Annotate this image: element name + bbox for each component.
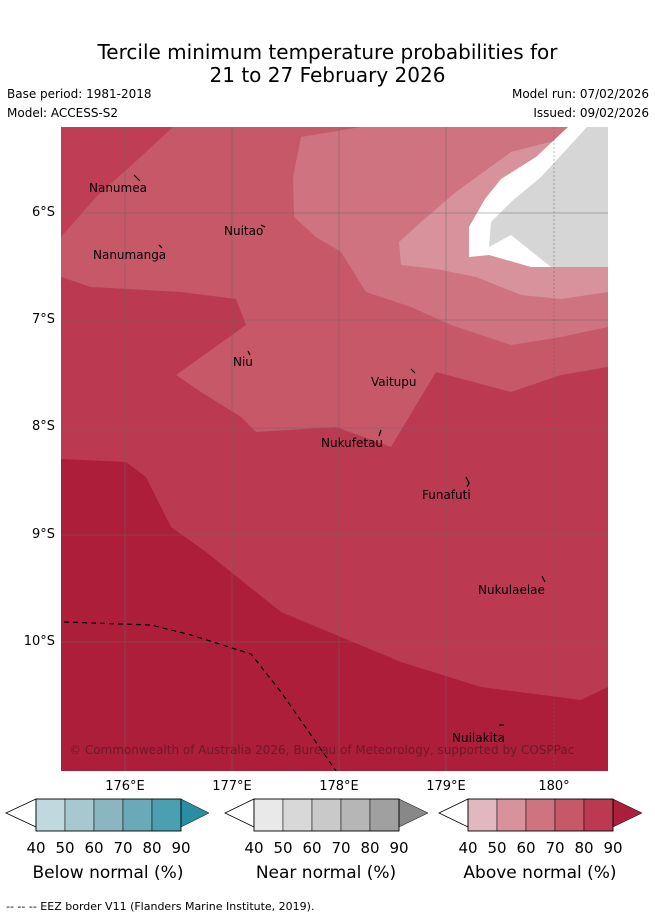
below-swatch-80: [151, 798, 182, 832]
colorbar-below: [5, 798, 210, 832]
above-tick-60: 60: [516, 839, 536, 857]
island-marks: [133, 174, 546, 726]
copyright-notice: © Commonwealth of Australia 2026, Bureau…: [69, 743, 575, 757]
colorbar-near: [224, 798, 429, 832]
eez-legend: -- -- -- EEZ border V11 (Flanders Marine…: [6, 900, 315, 913]
lon-label-179e: 179°E: [426, 779, 466, 794]
above-tick-50: 50: [487, 839, 507, 857]
lat-label-6s: 6°S: [31, 205, 55, 220]
place-nuilakita: Nuilakita: [452, 731, 505, 745]
map-panel[interactable]: Nanumea Nuitao Nanumanga Niu Vaitupu Nuk…: [61, 127, 608, 771]
place-vaitupu: Vaitupu: [371, 375, 417, 389]
near-swatch-60: [311, 798, 342, 832]
chart-title-line2: 21 to 27 February 2026: [209, 63, 446, 87]
below-tick-90: 90: [171, 839, 191, 857]
below-swatch-60: [93, 798, 124, 832]
lat-label-10s: 10°S: [23, 634, 55, 649]
region-above-70-nw: [61, 127, 173, 237]
below-tick-40: 40: [26, 839, 46, 857]
probability-map: [61, 127, 608, 771]
above-swatch-70: [554, 798, 585, 832]
colorbar-above: [438, 798, 643, 832]
lat-label-7s: 7°S: [31, 312, 55, 327]
above-swatch-40: [467, 798, 498, 832]
place-nanumanga: Nanumanga: [93, 248, 167, 262]
below-swatch-40: [35, 798, 66, 832]
lon-label-178e: 178°E: [319, 779, 359, 794]
near-swatch-50: [282, 798, 313, 832]
below-tick-60: 60: [84, 839, 104, 857]
near-tick-90: 90: [389, 839, 409, 857]
lon-label-180: 180°: [538, 779, 570, 794]
below-over-arrow: [180, 798, 210, 828]
colorbars: [5, 798, 643, 832]
above-swatch-60: [525, 798, 556, 832]
base-period: Base period: 1981-2018: [7, 87, 152, 101]
lon-label-177e: 177°E: [212, 779, 252, 794]
above-swatch-50: [496, 798, 527, 832]
above-tick-70: 70: [545, 839, 565, 857]
model-run: Model run: 07/02/2026: [511, 87, 649, 101]
below-under-arrow: [5, 798, 37, 828]
below-swatch-70: [122, 798, 153, 832]
near-swatch-70: [340, 798, 371, 832]
place-funafuti: Funafuti: [422, 488, 471, 502]
near-tick-40: 40: [244, 839, 264, 857]
above-tick-90: 90: [603, 839, 623, 857]
lon-label-176e: 176°E: [105, 779, 145, 794]
chart-title-line1: Tercile minimum temperature probabilitie…: [97, 40, 558, 64]
near-tick-80: 80: [360, 839, 380, 857]
issued-date: Issued: 09/02/2026: [533, 106, 649, 120]
lat-label-8s: 8°S: [31, 419, 55, 434]
below-tick-80: 80: [142, 839, 162, 857]
place-nukulaelae: Nukulaelae: [478, 583, 545, 597]
region-near-normal: [489, 127, 608, 267]
near-swatch-40: [253, 798, 284, 832]
near-tick-70: 70: [331, 839, 351, 857]
below-normal-title: Below normal (%): [32, 863, 184, 883]
model-name: Model: ACCESS-S2: [7, 106, 119, 120]
graticule: [61, 127, 608, 771]
place-niu: Niu: [233, 355, 253, 369]
lat-label-9s: 9°S: [31, 527, 55, 542]
below-tick-50: 50: [55, 839, 75, 857]
above-under-arrow: [438, 798, 469, 828]
near-over-arrow: [398, 798, 429, 828]
above-tick-80: 80: [574, 839, 594, 857]
above-normal-title: Above normal (%): [463, 863, 617, 883]
above-over-arrow: [612, 798, 643, 828]
near-normal-title: Near normal (%): [255, 863, 397, 883]
near-tick-50: 50: [273, 839, 293, 857]
above-swatch-80: [583, 798, 614, 832]
near-swatch-80: [369, 798, 400, 832]
near-tick-60: 60: [302, 839, 322, 857]
place-nanumea: Nanumea: [89, 181, 147, 195]
below-swatch-50: [64, 798, 95, 832]
place-nukufetau: Nukufetau: [321, 436, 384, 450]
eez-border: [63, 621, 337, 771]
above-tick-40: 40: [458, 839, 478, 857]
below-tick-70: 70: [113, 839, 133, 857]
place-nuitao: Nuitao: [224, 224, 264, 238]
near-under-arrow: [224, 798, 255, 828]
